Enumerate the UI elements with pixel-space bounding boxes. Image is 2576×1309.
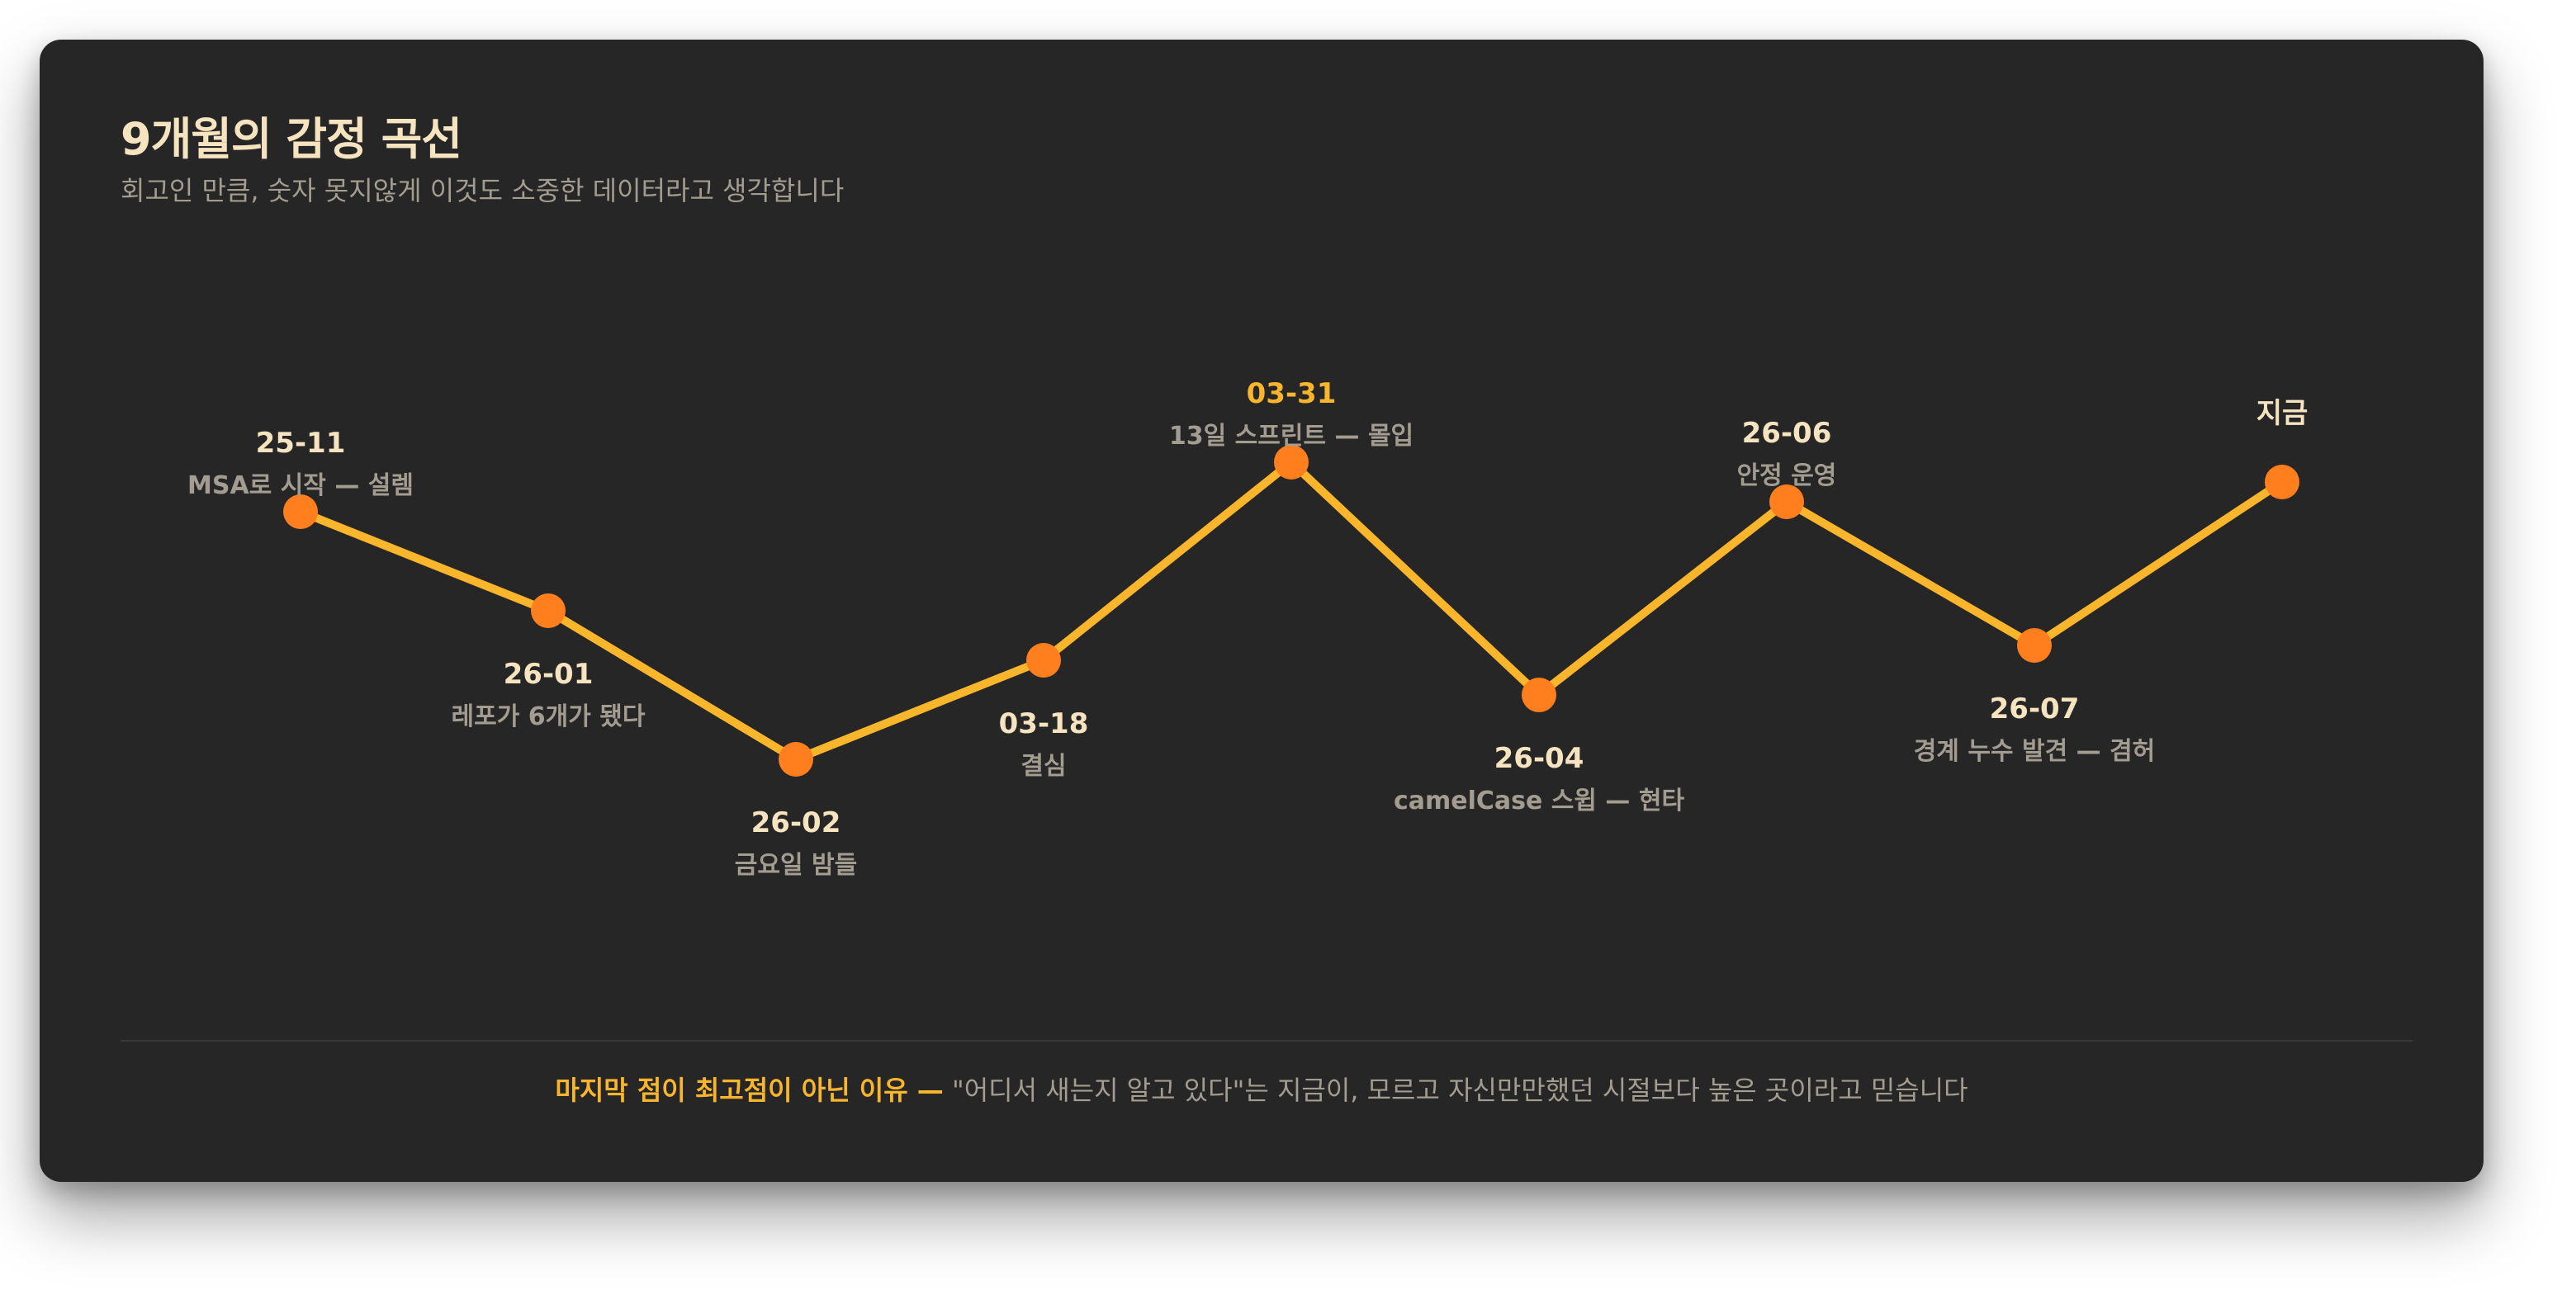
point-date-label: 25-11 (256, 427, 346, 460)
point-caption-label: 금요일 밤들 (735, 851, 857, 880)
labels-layer: 25-11 MSA로 시작 — 설렘 26-01 레포가 6개가 됐다 26-02 금요일… (187, 377, 2308, 880)
point-caption-label: camelCase 스윕 — 현타 (1394, 787, 1685, 815)
chart-title: 9개월의 감정 곡선 (121, 113, 462, 165)
chart-card: 25-11 MSA로 시작 — 설렘 26-01 레포가 6개가 됐다 26-02 금요일… (40, 40, 2484, 1182)
point-caption-label: MSA로 시작 — 설렘 (187, 471, 414, 500)
footer-text: "어디서 새는지 알고 있다"는 지금이, 모르고 자신만만했던 시절보다 높은… (943, 1075, 1968, 1106)
mood-line-chart: 25-11 MSA로 시작 — 설렘 26-01 레포가 6개가 됐다 26-02 금요일… (187, 377, 2308, 880)
data-point-3 (779, 742, 813, 777)
data-point-4 (1026, 643, 1061, 678)
points-layer (283, 445, 2299, 777)
point-caption-label: 결심 (1020, 752, 1066, 781)
point-date-label: 03-18 (999, 707, 1089, 740)
point-date-label: 지금 (2256, 397, 2308, 430)
point-date-label: 26-07 (1990, 692, 2080, 725)
data-point-1 (283, 494, 318, 529)
data-point-2 (531, 593, 566, 628)
point-caption-label: 경계 누수 발견 — 겸허 (1914, 737, 2156, 766)
point-date-label: 26-04 (1494, 742, 1584, 775)
data-point-5 (1274, 445, 1309, 480)
data-point-8 (2017, 628, 2052, 663)
point-date-label: 26-02 (751, 806, 841, 839)
footer-highlight: 마지막 점이 최고점이 아닌 이유 — (555, 1075, 944, 1106)
point-caption-label: 13일 스프린트 — 몰입 (1169, 422, 1413, 451)
data-point-7 (1769, 484, 1804, 519)
divider (121, 1040, 2413, 1042)
point-date-label: 26-01 (504, 658, 594, 691)
point-date-label: 03-31 (1247, 377, 1337, 410)
point-caption-label: 안정 운영 (1737, 461, 1837, 490)
data-point-9 (2265, 465, 2299, 499)
data-point-6 (1522, 678, 1556, 712)
point-caption-label: 레포가 6개가 됐다 (452, 702, 646, 731)
chart-subtitle: 회고인 만큼, 숫자 못지않게 이것도 소중한 데이터라고 생각합니다 (121, 175, 845, 206)
point-date-label: 26-06 (1742, 417, 1832, 450)
footer-note: 마지막 점이 최고점이 아닌 이유 — "어디서 새는지 알고 있다"는 지금이… (40, 1070, 2484, 1108)
